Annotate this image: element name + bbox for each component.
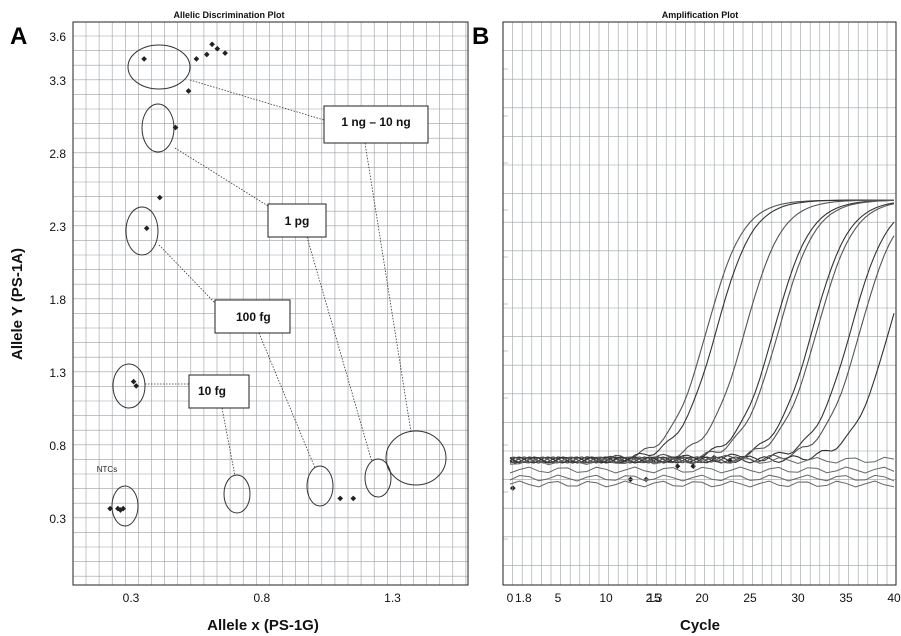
amplification-curve <box>509 199 894 464</box>
baseline-trace <box>509 474 895 482</box>
x-tick-label: 0.8 <box>253 591 270 605</box>
cluster-ellipse <box>125 206 159 256</box>
x-tick-label: 35 <box>839 591 853 605</box>
panel-b-x-axis-label: Cycle <box>680 617 720 634</box>
leader-line <box>174 147 269 207</box>
panel-a-x-ticks: 0.3 0.8 1.3 1.8 2.3 <box>123 591 663 605</box>
panel-b-title: Amplification Plot <box>662 10 739 20</box>
y-tick-label: 0.3 <box>49 512 66 526</box>
panel-a-title: Allelic Discrimination Plot <box>173 10 284 20</box>
label-box-1pg <box>267 203 327 238</box>
leader-line <box>221 407 236 477</box>
x-tick-label: 0.3 <box>123 591 140 605</box>
scatter-point <box>690 463 697 470</box>
y-tick-label: 1.8 <box>49 293 66 307</box>
cluster-ellipse <box>364 458 392 498</box>
amplification-curve <box>509 199 895 464</box>
scatter-point <box>143 225 150 232</box>
y-tick-label: 3.6 <box>49 30 66 44</box>
scatter-point <box>222 50 228 56</box>
cluster-ellipse <box>141 103 175 153</box>
scatter-point <box>172 124 179 131</box>
scatter-point <box>133 383 140 389</box>
label-box-1ng-10ng <box>323 105 429 144</box>
amplification-curve <box>509 235 895 464</box>
y-tick-label: 0.8 <box>49 439 66 453</box>
x-tick-label: 30 <box>791 591 805 605</box>
panel-b-grid <box>503 22 896 585</box>
scatter-point <box>185 88 192 94</box>
y-tick-label: 3.3 <box>49 74 66 88</box>
x-tick-label: 15 <box>647 591 661 605</box>
cluster-ellipse <box>127 44 191 90</box>
label-ntcs: NTCs <box>97 465 117 474</box>
cluster-ellipse <box>306 465 334 507</box>
scatter-point <box>193 56 200 62</box>
leader-line <box>189 79 325 121</box>
scatter-point <box>337 495 344 502</box>
panel-a-plot-area <box>72 21 469 586</box>
panel-a-y-ticks: 0.3 0.8 1.3 1.8 2.3 2.8 3.3 3.6 <box>49 30 66 526</box>
scatter-point <box>117 507 124 513</box>
cluster-ellipse <box>223 474 251 514</box>
scatter-point <box>203 51 210 58</box>
baseline-trace <box>509 456 895 466</box>
x-tick-label: 40 <box>887 591 901 605</box>
leader-line <box>364 142 412 433</box>
y-tick-label: 2.3 <box>49 220 66 234</box>
x-tick-label: 10 <box>599 591 613 605</box>
amplification-curve <box>509 199 894 464</box>
x-tick-label: 0 <box>507 591 514 605</box>
panel-a-letter: A <box>10 23 27 50</box>
panel-b-x-ticks: 0 5 10 15 20 25 30 35 40 <box>507 591 901 605</box>
leader-line <box>306 236 373 463</box>
x-tick-label: 1.8 <box>515 591 532 605</box>
panel-b-amplification-curves <box>509 199 895 488</box>
scatter-point <box>130 378 137 385</box>
leader-line <box>258 332 316 469</box>
label-1ng-10ng: 1 ng – 10 ng <box>341 115 410 129</box>
scatter-point <box>209 41 215 48</box>
panel-b-letter: B <box>472 23 489 50</box>
baseline-trace <box>509 466 895 474</box>
scatter-point <box>141 56 147 62</box>
amplification-curve <box>509 199 894 464</box>
x-tick-label: 2.3 <box>646 591 663 605</box>
leader-line <box>158 244 216 304</box>
label-1pg: 1 pg <box>285 214 310 228</box>
label-10fg: 10 fg <box>198 384 226 398</box>
amplification-curve <box>509 202 895 464</box>
x-tick-label: 25 <box>743 591 757 605</box>
scatter-point <box>107 505 113 512</box>
scatter-point <box>350 495 357 502</box>
y-tick-label: 1.3 <box>49 366 66 380</box>
amplification-curve <box>509 221 895 464</box>
baseline-trace <box>509 480 895 488</box>
label-box-100fg <box>214 299 291 334</box>
x-tick-label: 1.3 <box>384 591 401 605</box>
label-100fg: 100 fg <box>236 310 271 324</box>
cluster-ellipse <box>385 430 447 486</box>
panel-b-plot-area <box>502 21 897 586</box>
amplification-curve <box>509 203 895 464</box>
x-tick-label: 5 <box>555 591 562 605</box>
label-box-10fg <box>188 374 250 409</box>
amplification-curve <box>509 199 895 464</box>
panel-a-x-axis-label: Allele x (PS-1G) <box>207 617 319 634</box>
panel-a-leader-lines <box>145 79 412 477</box>
cluster-ellipse <box>112 363 146 409</box>
x-tick-label: 20 <box>695 591 709 605</box>
amplification-curve <box>509 313 895 464</box>
panel-a-y-axis-label: Allele Y (PS-1A) <box>9 248 26 360</box>
scatter-point <box>156 194 163 201</box>
cluster-ellipse <box>111 485 139 527</box>
y-tick-label: 2.8 <box>49 147 66 161</box>
